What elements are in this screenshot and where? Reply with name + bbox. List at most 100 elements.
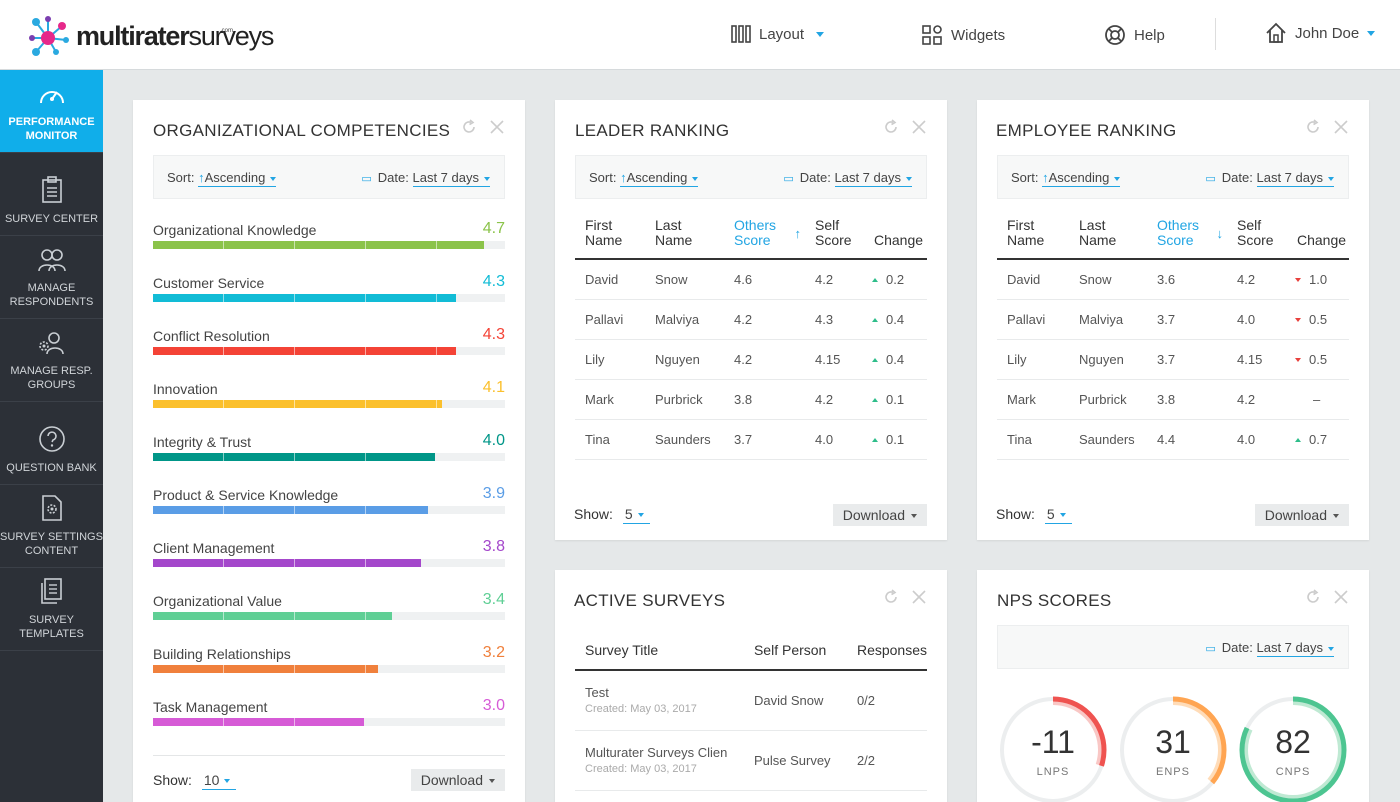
col-change[interactable]: Change xyxy=(864,210,927,260)
chevron-down-icon xyxy=(1333,514,1339,519)
refresh-icon[interactable] xyxy=(1305,119,1321,135)
show-control[interactable]: Show: 5 xyxy=(996,506,1072,524)
survey-created: Created: May 03, 2017 xyxy=(585,703,697,716)
sidebar-item-survey-settings[interactable]: SURVEY SETTINGS CONTENT xyxy=(0,485,103,568)
sidebar-item-survey-templates[interactable]: SURVEY TEMPLATES xyxy=(0,568,103,651)
table-row[interactable]: Mark Purbrick 3.8 4.2 – xyxy=(997,379,1349,420)
competency-track xyxy=(153,612,505,620)
cell-change: 1.0 xyxy=(1287,259,1349,300)
cell-self-score: 4.2 xyxy=(1227,379,1287,420)
cell-last-name: Saunders xyxy=(1069,419,1147,460)
chevron-down-icon xyxy=(692,176,699,181)
sidebar-item-manage-groups[interactable]: MANAGE RESP. GROUPS xyxy=(0,319,103,402)
show-control[interactable]: Show: 10 xyxy=(153,772,237,790)
table-row[interactable]: Mark Purbrick 3.8 4.2 0.1 xyxy=(575,379,927,420)
user-menu[interactable]: John Doe xyxy=(1265,22,1376,44)
competency-track xyxy=(153,241,505,249)
col-label: Score xyxy=(734,232,771,248)
cell-change: 0.4 xyxy=(864,339,927,380)
col-others-score[interactable]: Others Score ↓ xyxy=(1147,210,1227,260)
user-group-gear-icon xyxy=(38,332,64,355)
sort-value: Ascending xyxy=(626,170,688,185)
competency-value: 3.0 xyxy=(482,697,505,714)
col-change[interactable]: Change xyxy=(1287,210,1349,260)
sidebar-item-manage-respondents[interactable]: MANAGE RESPONDENTS xyxy=(0,236,103,319)
cell-first-name: Pallavi xyxy=(575,299,645,340)
change-value: 0.2 xyxy=(886,271,905,287)
col-last-name[interactable]: Last Name xyxy=(1069,210,1147,260)
employee-ranking-card: EMPLOYEE RANKING Sort: ↑Ascending ▭ Date:… xyxy=(977,100,1369,540)
refresh-icon[interactable] xyxy=(883,589,899,605)
col-label: Name xyxy=(655,232,693,248)
refresh-icon[interactable] xyxy=(883,119,899,135)
table-row[interactable]: Tina Saunders 3.7 4.0 0.1 xyxy=(575,419,927,460)
download-button[interactable]: Download xyxy=(832,504,927,526)
cell-others-score: 4.4 xyxy=(1147,419,1227,460)
col-last-name[interactable]: Last Name xyxy=(645,210,724,260)
widgets-menu[interactable]: Widgets xyxy=(921,24,1005,46)
download-button[interactable]: Download xyxy=(410,769,505,791)
sidebar-item-performance-monitor[interactable]: PERFORMANCE MONITOR xyxy=(0,70,103,153)
competency-bar xyxy=(153,612,393,620)
col-first-name[interactable]: First Name xyxy=(575,210,645,260)
col-self-score[interactable]: Self Score xyxy=(805,210,864,260)
col-responses[interactable]: Responses xyxy=(846,630,927,671)
date-label: Date: xyxy=(1221,170,1253,185)
competency-row: Conflict Resolution 4.3 xyxy=(153,326,505,368)
col-others-score[interactable]: Others Score ↑ xyxy=(724,210,805,260)
table-row[interactable]: Test Created: May 03, 2017 David Snow 0/2 xyxy=(575,670,927,731)
table-row[interactable]: David Snow 4.6 4.2 0.2 xyxy=(575,259,927,300)
competency-track xyxy=(153,665,505,673)
cell-others-score: 3.7 xyxy=(724,419,805,460)
col-survey-title[interactable]: Survey Title xyxy=(575,630,744,671)
close-icon[interactable] xyxy=(911,119,927,135)
table-row[interactable]: Lily Nguyen 3.7 4.15 0.5 xyxy=(997,339,1349,380)
date-control[interactable]: ▭ Date: Last 7 days xyxy=(1205,170,1334,187)
chevron-down-icon xyxy=(1328,646,1334,651)
sort-control[interactable]: Sort: ↑Ascending xyxy=(167,170,277,187)
table-row[interactable]: Tina Saunders 4.4 4.0 0.7 xyxy=(997,419,1349,460)
sidebar-item-question-bank[interactable]: QUESTION BANK xyxy=(0,402,103,485)
layout-menu[interactable]: Layout xyxy=(731,24,825,44)
table-row[interactable]: Lily Nguyen 4.2 4.15 0.4 xyxy=(575,339,927,380)
sidebar-item-survey-center[interactable]: SURVEY CENTER xyxy=(0,153,103,236)
col-label: First xyxy=(585,217,613,233)
close-icon[interactable] xyxy=(1333,589,1349,605)
table-row[interactable]: David Snow 3.6 4.2 1.0 xyxy=(997,259,1349,300)
cell-first-name: Mark xyxy=(997,379,1069,420)
cell-last-name: Snow xyxy=(645,259,724,300)
clipboard-icon xyxy=(41,176,62,203)
competency-value: 3.2 xyxy=(482,644,505,661)
table-row[interactable]: Pallavi Malviya 3.7 4.0 0.5 xyxy=(997,299,1349,340)
chevron-down-icon xyxy=(1328,176,1334,181)
competency-row: Product & Service Knowledge 3.9 xyxy=(153,485,505,527)
question-icon xyxy=(38,426,65,452)
close-icon[interactable] xyxy=(911,589,927,605)
show-control[interactable]: Show: 5 xyxy=(574,506,650,524)
col-self-person[interactable]: Self Person xyxy=(743,630,847,671)
cell-last-name: Purbrick xyxy=(1069,379,1147,420)
table-row[interactable]: Pallavi Malviya 4.2 4.3 0.4 xyxy=(575,299,927,340)
date-control[interactable]: ▭ Date: Last 7 days xyxy=(783,170,912,187)
logo[interactable]: multiratersurveys xyxy=(28,14,274,58)
col-label: Self xyxy=(1237,217,1262,233)
refresh-icon[interactable] xyxy=(1305,589,1321,605)
download-button[interactable]: Download xyxy=(1254,504,1349,526)
col-self-score[interactable]: Self Score xyxy=(1227,210,1287,260)
help-menu[interactable]: Help xyxy=(1104,24,1165,46)
card-controls xyxy=(883,589,927,605)
cell-last-name: Malviya xyxy=(645,299,724,340)
col-first-name[interactable]: First Name xyxy=(997,210,1069,260)
date-control[interactable]: ▭ Date: Last 7 days xyxy=(361,170,490,187)
close-icon[interactable] xyxy=(1333,119,1349,135)
date-control[interactable]: ▭ Date: Last 7 days xyxy=(1205,640,1334,657)
sort-control[interactable]: Sort: ↑Ascending xyxy=(589,170,699,187)
table-row[interactable]: Multurater Surveys Clien Created: May 03,… xyxy=(575,730,927,791)
change-value: 0.5 xyxy=(1309,311,1328,327)
show-label: Show: xyxy=(574,506,613,522)
refresh-icon[interactable] xyxy=(461,119,477,135)
sort-control[interactable]: Sort: ↑Ascending xyxy=(1011,170,1121,187)
close-icon[interactable] xyxy=(489,119,505,135)
sort-arrow-icon: ↑ xyxy=(198,170,205,185)
col-label: Last xyxy=(655,217,682,233)
